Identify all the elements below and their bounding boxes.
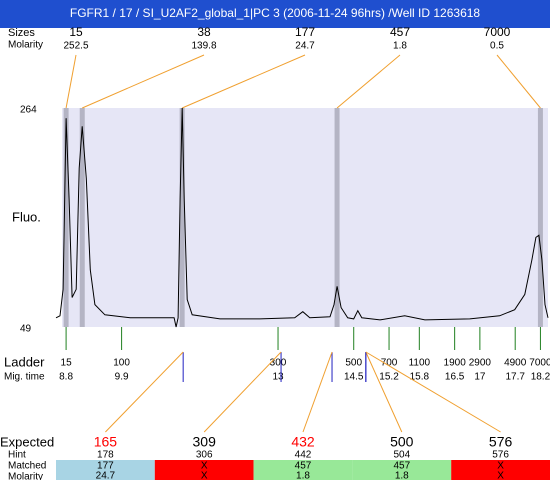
peak-molarity: 24.7 (295, 41, 315, 52)
ladder-mig-time: 14.5 (344, 372, 364, 383)
matched-value: X (201, 461, 208, 472)
matched-value: X (497, 461, 504, 472)
ladder-size: 500 (345, 358, 362, 369)
match-cell (253, 460, 353, 480)
ladder-size: 2900 (469, 358, 492, 369)
ladder-mig-time: 15.8 (410, 372, 430, 383)
hint-value: 306 (196, 450, 213, 461)
molarity-value: 1.8 (395, 471, 409, 480)
ladder-mig-time: 17.7 (505, 372, 525, 383)
peak-band (537, 108, 543, 327)
molarity-value: X (497, 471, 504, 480)
ladder-mig-time: 16.5 (445, 372, 465, 383)
ladder-size: 700 (381, 358, 398, 369)
ladder-size: 7000 (529, 358, 550, 369)
peak-size: 38 (197, 25, 211, 39)
ladder-mig-time: 17 (474, 372, 486, 383)
expected-connector (203, 351, 282, 433)
expected-row-label: Hint (8, 450, 26, 461)
peak-band (179, 108, 185, 327)
ladder-mig-time: 8.8 (59, 372, 73, 383)
ladder-label: Ladder (4, 354, 45, 369)
hint-value: 504 (393, 450, 410, 461)
expected-connector (365, 351, 501, 433)
match-cell (56, 460, 155, 480)
expected-value: 576 (489, 434, 513, 450)
expected-connector (365, 351, 403, 433)
y-tick-label: 49 (20, 324, 32, 335)
match-cell (154, 460, 254, 480)
expected-value: 165 (94, 434, 118, 450)
peak-connector (181, 54, 306, 109)
title-bar (0, 0, 550, 28)
ladder-size: 15 (61, 358, 73, 369)
ladder-mig-time: 9.9 (115, 372, 129, 383)
ladder-size: 1900 (444, 358, 467, 369)
expected-connector (105, 351, 184, 433)
expected-value: 309 (193, 434, 217, 450)
peak-size-label: Sizes (8, 27, 35, 39)
match-cell (451, 460, 550, 480)
title: FGFR1 / 17 / SI_U2AF2_global_1|PC 3 (200… (70, 6, 481, 20)
expected-connector (302, 351, 333, 433)
expected-value: 500 (390, 434, 414, 450)
molarity-value: 24.7 (96, 471, 116, 480)
y-tick-label: 264 (20, 105, 37, 116)
peak-band (63, 108, 69, 327)
hint-value: 178 (97, 450, 114, 461)
ladder-size: 300 (270, 358, 287, 369)
peak-band (334, 108, 340, 327)
peak-connector (82, 54, 205, 109)
peak-molarity: 1.8 (393, 41, 407, 52)
molarity-value: 1.8 (296, 471, 310, 480)
peak-connector (65, 54, 77, 109)
expected-row-label: Matched (8, 461, 46, 472)
ladder-mig-time: 15.2 (379, 372, 399, 383)
ladder-size: 1100 (409, 358, 431, 369)
expected-row-label: Expected (0, 434, 54, 449)
mig-time-label: Mig. time (4, 372, 45, 383)
ladder-size: 4900 (504, 358, 527, 369)
expected-row-label: Molarity (8, 472, 43, 480)
peak-molarity: 0.5 (490, 41, 504, 52)
peak-connector (496, 54, 541, 109)
y-axis-label: Fluo. (12, 209, 41, 224)
peak-molarity-label: Molarity (8, 40, 43, 51)
trace-line (55, 107, 549, 328)
ladder-mig-time: 18.2 (531, 372, 550, 383)
ladder-size: 100 (113, 358, 130, 369)
matched-value: 457 (393, 461, 410, 472)
peak-size: 177 (295, 25, 315, 39)
hint-value: 576 (492, 450, 509, 461)
plot-area (62, 108, 548, 327)
peak-band (79, 108, 85, 327)
matched-value: 457 (295, 461, 312, 472)
peak-connector (336, 54, 401, 109)
peak-size: 457 (390, 25, 410, 39)
match-cell (352, 460, 452, 480)
ladder-mig-time: 13 (272, 372, 284, 383)
hint-value: 442 (295, 450, 312, 461)
expected-value: 432 (291, 434, 315, 450)
matched-value: 177 (97, 461, 114, 472)
peak-size: 7000 (484, 25, 511, 39)
molarity-value: X (201, 471, 208, 480)
peak-molarity: 252.5 (63, 41, 88, 52)
peak-molarity: 139.8 (191, 41, 216, 52)
peak-size: 15 (69, 25, 83, 39)
